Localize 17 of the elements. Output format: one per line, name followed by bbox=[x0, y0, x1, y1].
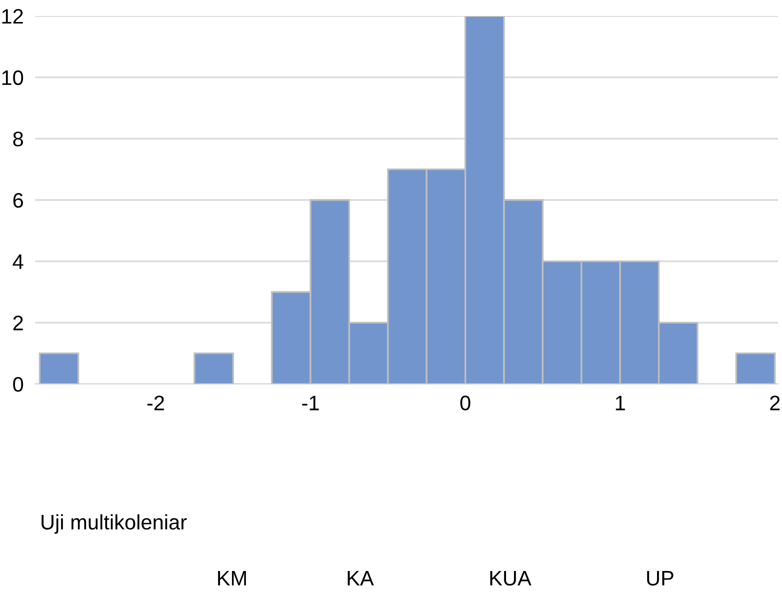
x-tick-label: -2 bbox=[147, 396, 164, 410]
text: UP bbox=[647, 571, 674, 586]
x-tick-label: 0 bbox=[460, 396, 470, 410]
y-tick-label: 6 bbox=[13, 193, 23, 208]
x-tick-label: -1 bbox=[302, 396, 319, 410]
text: KUA bbox=[490, 571, 532, 586]
y-tick-label: 4 bbox=[12, 254, 24, 269]
text: Uji multikoleniar bbox=[42, 514, 187, 534]
x-tick-label: 2 bbox=[770, 396, 780, 410]
y-tick-label: 12 bbox=[2, 9, 23, 24]
text: KA bbox=[348, 571, 374, 586]
y-tick-label: 2 bbox=[13, 316, 23, 330]
y-tick-label: 0 bbox=[13, 377, 24, 392]
text: KM bbox=[218, 571, 246, 586]
x-tick-label: 1 bbox=[616, 396, 625, 410]
y-tick-label: 8 bbox=[13, 132, 23, 146]
y-tick-label: 10 bbox=[2, 70, 24, 86]
